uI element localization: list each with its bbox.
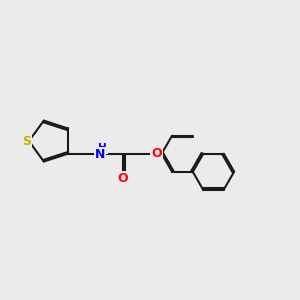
- Text: S: S: [22, 135, 31, 148]
- Text: N: N: [94, 148, 105, 161]
- Text: H: H: [98, 143, 107, 153]
- Text: O: O: [151, 147, 162, 160]
- Text: O: O: [118, 172, 128, 185]
